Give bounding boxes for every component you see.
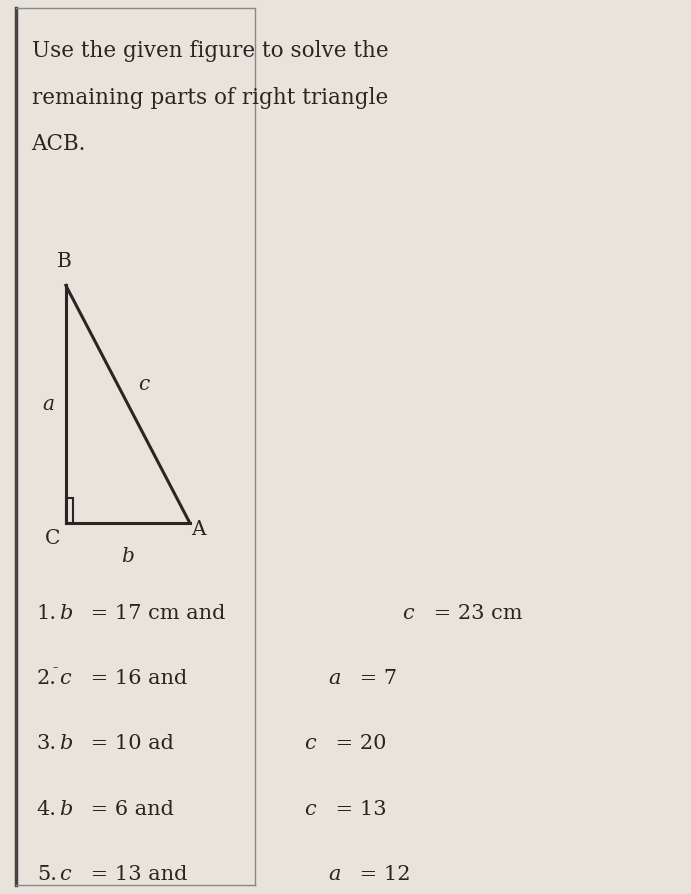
Text: a: a [329,668,341,687]
Text: = 13: = 13 [329,798,386,818]
Text: = 7: = 7 [353,668,397,687]
Text: = 23 cm: = 23 cm [426,603,522,622]
Text: = 16 and: = 16 and [84,668,193,687]
Text: c: c [402,603,414,622]
Text: b: b [59,798,73,818]
Text: = 17 cm and: = 17 cm and [84,603,231,622]
Text: C: C [45,528,60,548]
Text: = 13 and: = 13 and [84,864,193,883]
Text: c: c [59,668,71,687]
Text: a: a [43,394,55,414]
Text: 5.: 5. [37,864,57,883]
Text: c: c [59,864,71,883]
Text: = 6 and: = 6 and [84,798,180,818]
Text: 3.: 3. [37,733,57,753]
Text: A: A [191,519,206,539]
Text: B: B [57,251,72,271]
Text: Use the given figure to solve the: Use the given figure to solve the [32,40,388,63]
Text: 1.: 1. [37,603,57,622]
Text: 2.: 2. [37,668,57,687]
Text: = 10 ad: = 10 ad [84,733,180,753]
Text: c: c [304,733,316,753]
Text: c: c [138,375,149,394]
Text: b: b [59,603,73,622]
Text: ACB.: ACB. [32,133,86,156]
Text: a: a [329,864,341,883]
Text: ˉ: ˉ [51,666,59,680]
Text: = 12: = 12 [353,864,410,883]
Text: c: c [304,798,316,818]
Text: 4.: 4. [37,798,57,818]
Text: remaining parts of right triangle: remaining parts of right triangle [32,87,388,109]
Text: = 20: = 20 [329,733,386,753]
Bar [66,498,73,523]
Text: b: b [59,733,73,753]
Text: b: b [122,546,134,566]
